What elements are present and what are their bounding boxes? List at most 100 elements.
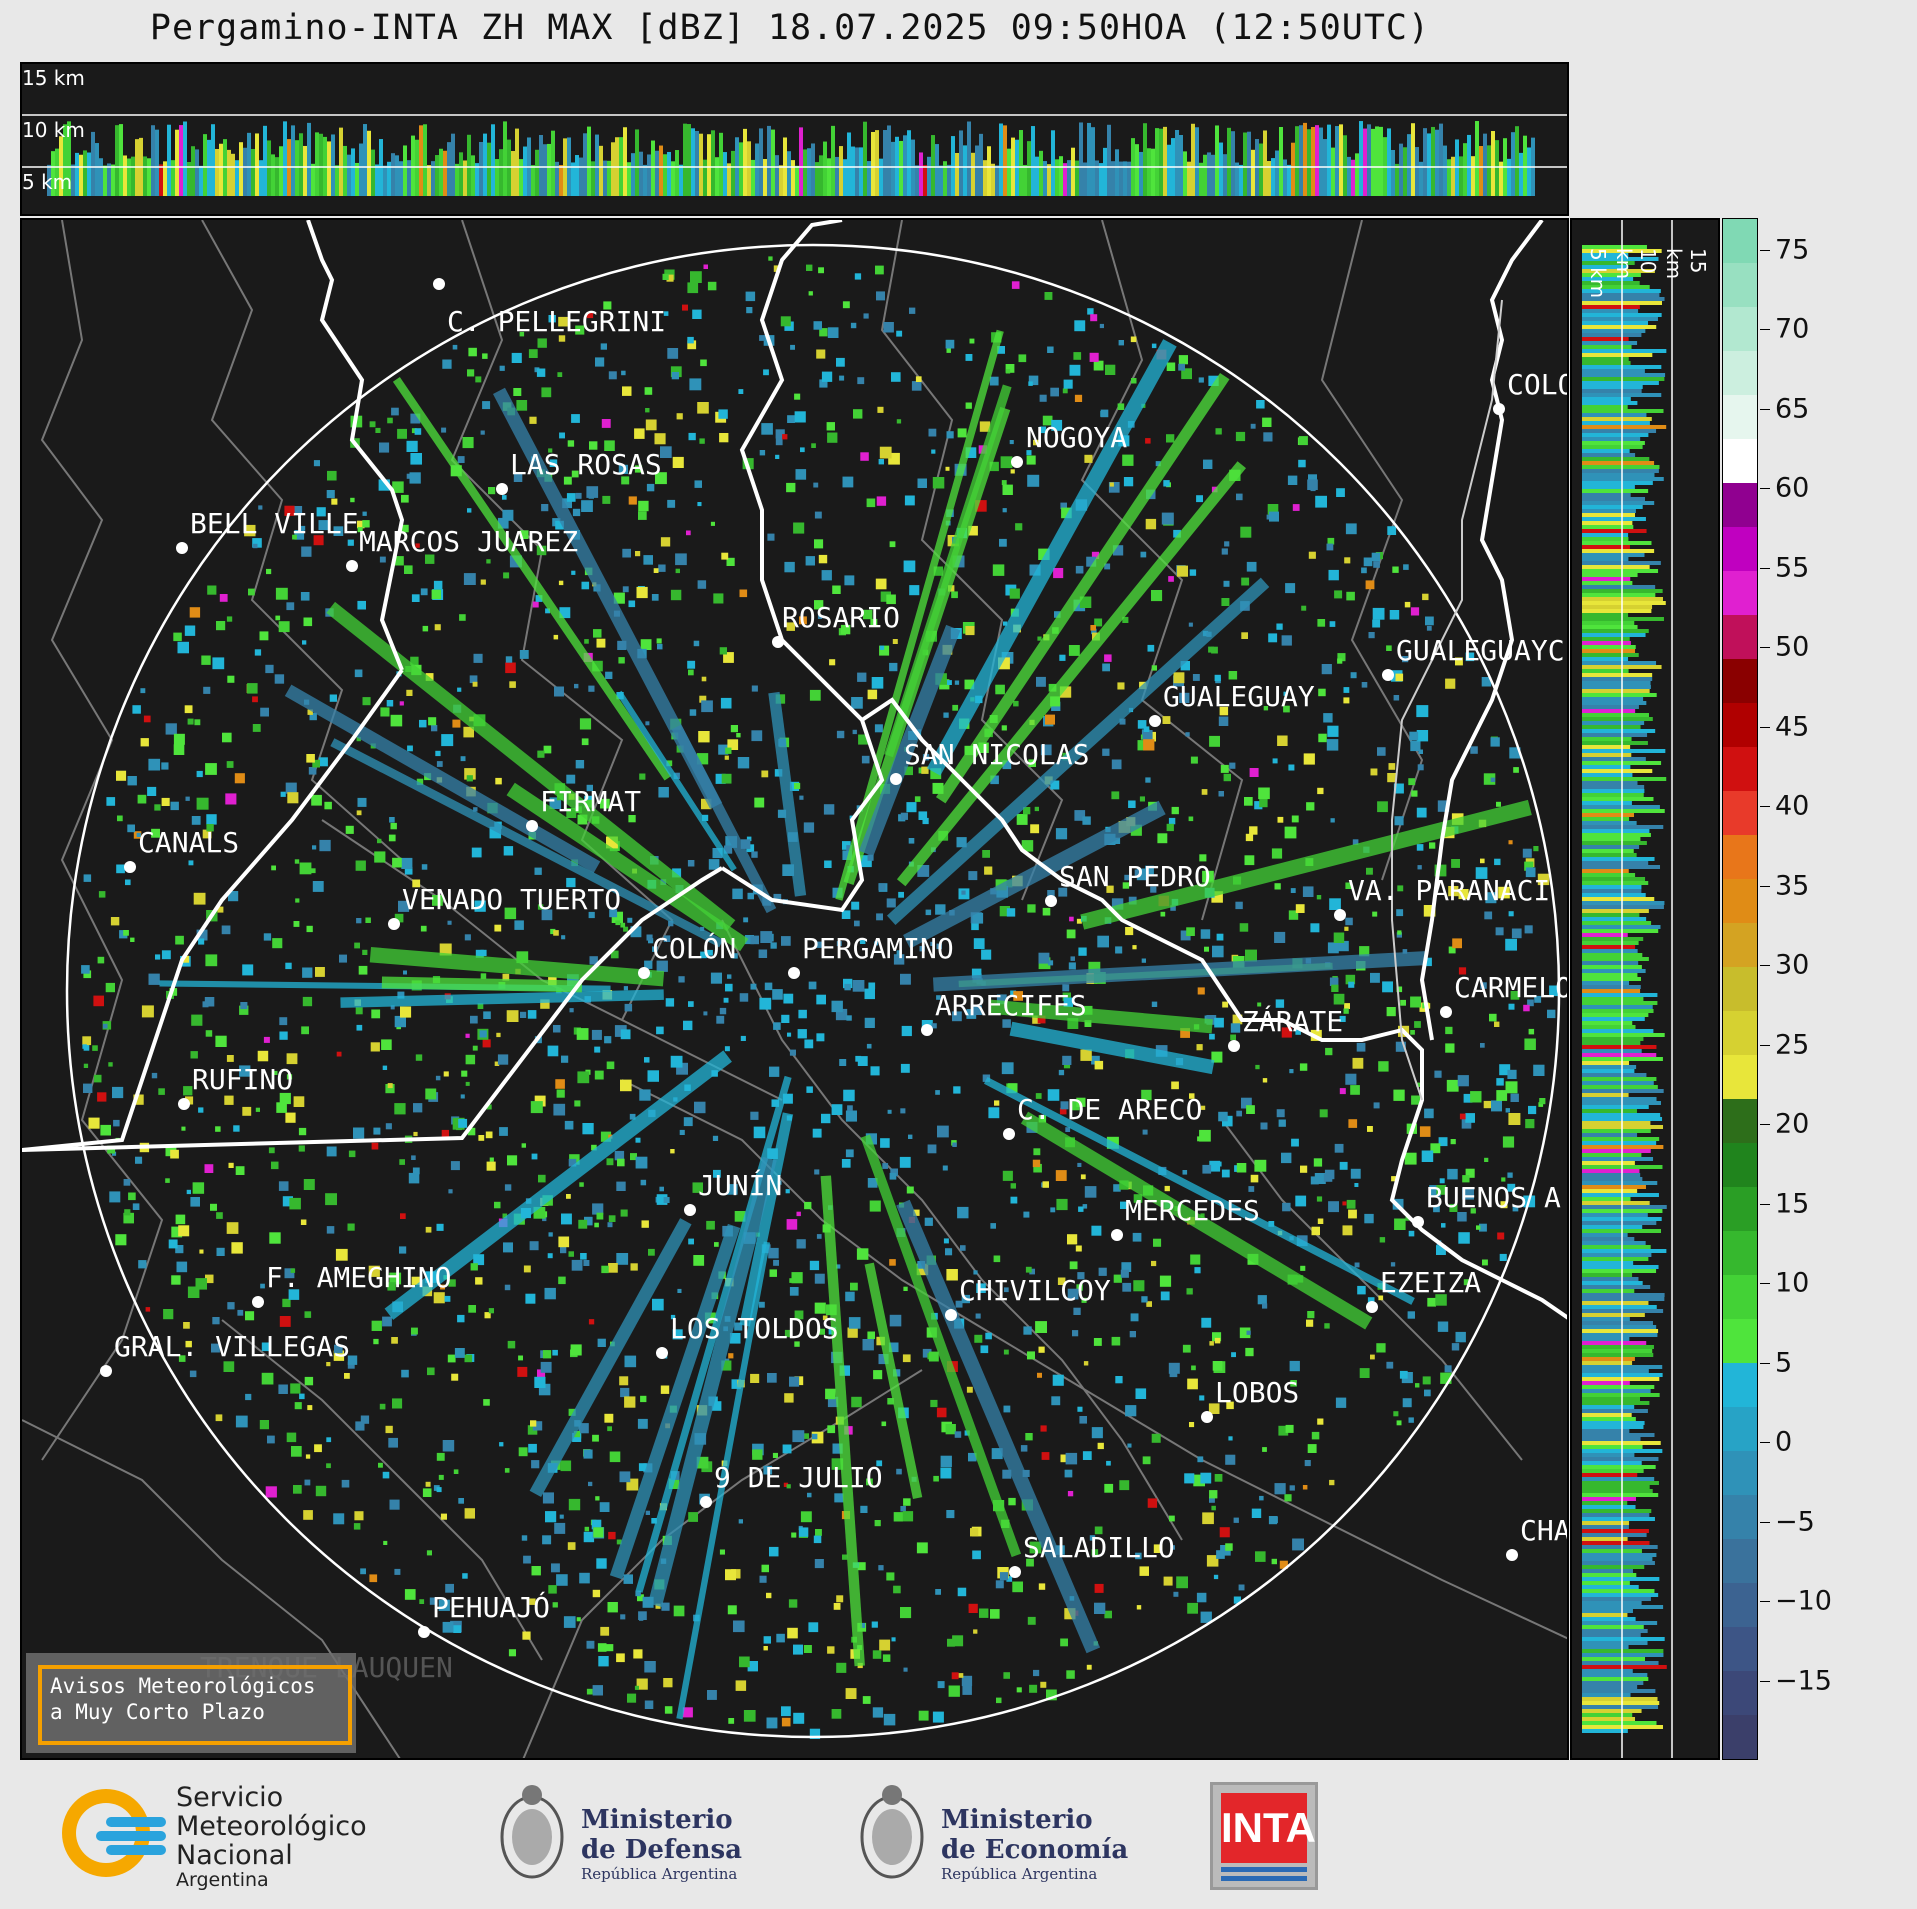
right-km-label-15: 15 km [1662, 248, 1710, 280]
city-dot [526, 820, 538, 832]
colorbar-tick [1760, 1521, 1770, 1523]
city-label: CARMELO [1454, 971, 1569, 1004]
city-dot [176, 542, 188, 554]
dbz-colorbar [1722, 218, 1758, 1760]
colorbar-tick-label: 30 [1775, 949, 1810, 981]
city-dot [921, 1024, 933, 1036]
colorbar-tick-label: 65 [1775, 393, 1810, 425]
top-km-label-15: 15 km [22, 66, 85, 90]
city-dot [1149, 715, 1161, 727]
inta-logo-text: INTA [1221, 1793, 1316, 1863]
colorbar-tick-label: −5 [1775, 1506, 1815, 1538]
radar-map-panel[interactable]: C. PELLEGRINI LAS ROSAS BELL VILLE MARCO… [20, 218, 1569, 1760]
colorbar-tick [1760, 1362, 1770, 1364]
city-label: NOGOYA [1026, 421, 1128, 454]
city-dot [1493, 403, 1505, 415]
city-dot [1334, 909, 1346, 921]
defensa-line-3: República Argentina [581, 1865, 738, 1883]
warning-box: Avisos Meteorológicos a Muy Corto Plazo [26, 1653, 356, 1753]
city-label: VENADO TUERTO [402, 883, 622, 916]
city-label: RUFINO [192, 1063, 294, 1096]
city-label: C. PELLEGRINI [447, 305, 667, 338]
top-cross-section-panel: 15 km 10 km 5 km [20, 62, 1569, 216]
city-label: LAS ROSAS [510, 448, 662, 481]
colorbar-tick [1760, 249, 1770, 251]
colorbar-tick-label: 40 [1775, 790, 1810, 822]
colorbar-tick [1760, 1680, 1770, 1682]
radar-map-image [22, 220, 1567, 1758]
colorbar-tick [1760, 567, 1770, 569]
city-dot [1228, 1040, 1240, 1052]
economia-line-1: Ministerio [941, 1805, 1093, 1835]
colorbar-tick [1760, 1044, 1770, 1046]
city-label: ZÁRATE [1242, 1005, 1344, 1038]
city-label: SALADILLO [1023, 1531, 1175, 1564]
smn-line-1: Servicio [176, 1782, 284, 1813]
colorbar-tick [1760, 1203, 1770, 1205]
city-dot [1506, 1549, 1518, 1561]
colorbar-tick [1760, 329, 1770, 331]
city-label: CHIVILCOY [959, 1274, 1111, 1307]
economia-line-3: República Argentina [941, 1865, 1098, 1883]
colorbar-tick-label: 55 [1775, 552, 1810, 584]
city-label: ARRECIFES [935, 989, 1087, 1022]
city-dot [1440, 1006, 1452, 1018]
colorbar-tick [1760, 408, 1770, 410]
city-label: COLO [1507, 368, 1569, 401]
city-dot [252, 1296, 264, 1308]
colorbar-tick-label: 60 [1775, 472, 1810, 504]
city-dot [1011, 456, 1023, 468]
city-dot [1366, 1301, 1378, 1313]
city-dot [1045, 895, 1057, 907]
colorbar-tick-label: 70 [1775, 313, 1810, 345]
city-label: MARCOS JUAREZ [359, 525, 579, 558]
city-dot [388, 918, 400, 930]
city-label: SAN PEDRO [1059, 860, 1211, 893]
warning-box-frame: Avisos Meteorológicos a Muy Corto Plazo [38, 1665, 352, 1745]
city-dot [418, 1626, 430, 1638]
defensa-line-2: de Defensa [581, 1835, 742, 1865]
top-km-label-5: 5 km [22, 170, 73, 194]
smn-logo-icon [62, 1789, 166, 1877]
city-dot [1111, 1229, 1123, 1241]
right-km-label-10: 10 km [1612, 248, 1660, 280]
city-dot [346, 560, 358, 572]
top-km-label-10: 10 km [22, 118, 85, 142]
city-label: GRAL. VILLEGAS [114, 1330, 351, 1363]
national-seal-icon [500, 1785, 564, 1879]
city-label: BELL VILLE [190, 507, 359, 540]
colorbar-tick [1760, 885, 1770, 887]
colorbar-tick-label: 25 [1775, 1029, 1810, 1061]
warning-line-2: a Muy Corto Plazo [50, 1700, 265, 1724]
city-dot [1382, 669, 1394, 681]
city-dot [100, 1365, 112, 1377]
smn-line-4: Argentina [176, 1869, 269, 1891]
city-label: VA. PARANACI [1348, 874, 1551, 907]
ministerio-defensa-logo: Ministerio de Defensa República Argentin… [495, 1775, 755, 1895]
colorbar-tick-label: 75 [1775, 234, 1810, 266]
colorbar-tick [1760, 1124, 1770, 1126]
city-label: MERCEDES [1125, 1194, 1260, 1227]
city-label: PERGAMINO [802, 932, 954, 965]
ministerio-economia-logo: Ministerio de Economía República Argenti… [855, 1775, 1155, 1895]
warning-line-1: Avisos Meteorológicos [50, 1674, 316, 1698]
colorbar-tick-label: 45 [1775, 711, 1810, 743]
city-label: LOS TOLDOS [670, 1312, 839, 1345]
colorbar-tick-label: 50 [1775, 631, 1810, 663]
colorbar-tick-label: 10 [1775, 1267, 1810, 1299]
colorbar-tick [1760, 806, 1770, 808]
city-label: LOBOS [1215, 1376, 1300, 1409]
top-cross-section-image [22, 114, 1567, 196]
city-label: FIRMAT [540, 785, 642, 818]
city-label: CHA [1520, 1514, 1569, 1547]
national-seal-icon [860, 1785, 924, 1879]
page-title: Pergamino-INTA ZH MAX [dBZ] 18.07.2025 0… [149, 8, 1431, 48]
city-dot [1412, 1216, 1424, 1228]
city-dot [1009, 1566, 1021, 1578]
colorbar-tick-label: 5 [1775, 1347, 1793, 1379]
city-dot [890, 773, 902, 785]
city-label: COLÓN [652, 932, 737, 965]
city-dot [638, 967, 650, 979]
city-dot [700, 1496, 712, 1508]
colorbar-tick [1760, 1283, 1770, 1285]
